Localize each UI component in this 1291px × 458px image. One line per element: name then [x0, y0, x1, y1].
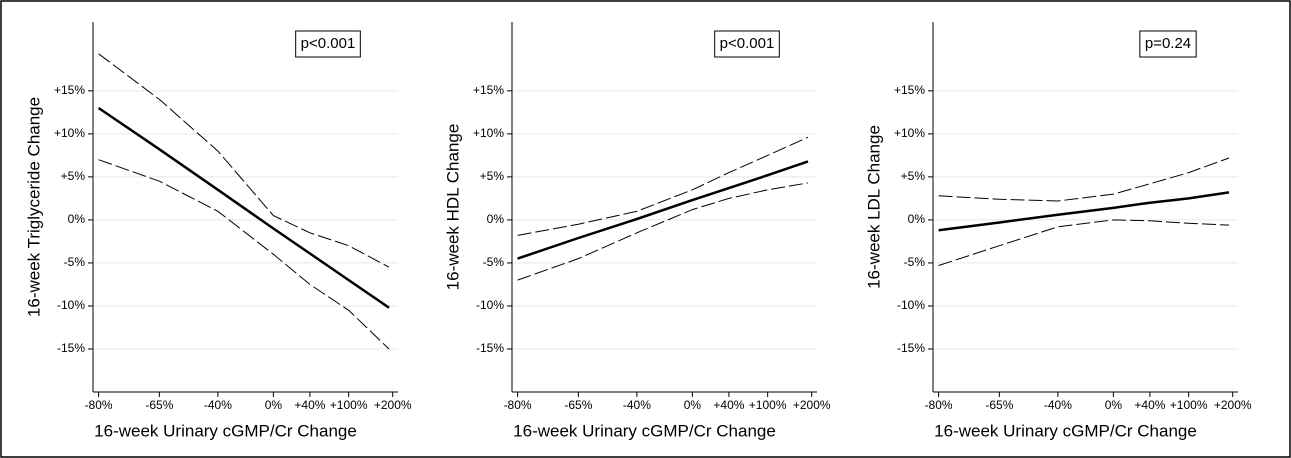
x-tick-label: 0%	[265, 398, 283, 412]
x-tick-label: +100%	[749, 398, 787, 412]
x-tick-label: -80%	[85, 398, 113, 412]
x-tick-label: -40%	[623, 398, 651, 412]
y-tick-label: +10%	[54, 126, 85, 140]
x-tick-label: -40%	[204, 398, 232, 412]
y-tick-label: -5%	[64, 255, 86, 269]
annotation: p<0.001	[720, 35, 775, 52]
x-tick-label: +200%	[374, 398, 412, 412]
x-tick-label: +200%	[793, 398, 831, 412]
x-tick-label: -65%	[564, 398, 592, 412]
x-tick-label: +40%	[294, 398, 325, 412]
y-tick-label: +10%	[473, 126, 504, 140]
y-tick-label: 0%	[908, 212, 926, 226]
fit-line	[97, 106, 390, 309]
y-axis-label: 16-week LDL Change	[864, 125, 883, 289]
x-tick-label: 0%	[684, 398, 702, 412]
y-tick-label: +15%	[894, 83, 925, 97]
y-tick-label: +15%	[473, 83, 504, 97]
x-tick-label: +40%	[713, 398, 744, 412]
x-tick-label: -65%	[985, 398, 1013, 412]
ci-line	[517, 136, 809, 236]
x-tick-label: +100%	[330, 398, 368, 412]
annotation-box	[295, 30, 361, 58]
ci-line	[938, 219, 1230, 266]
annotation-box	[714, 30, 780, 58]
x-tick-label: +200%	[1214, 398, 1252, 412]
ci-line	[938, 157, 1230, 202]
x-tick-label: -80%	[504, 398, 532, 412]
y-tick-label: 0%	[68, 212, 86, 226]
y-tick-label: -15%	[476, 341, 504, 355]
y-tick-label: +15%	[54, 83, 85, 97]
fit-line	[938, 191, 1230, 232]
y-tick-label: -10%	[57, 298, 85, 312]
x-tick-label: +100%	[1170, 398, 1208, 412]
x-axis-label: 16-week Urinary cGMP/Cr Change	[513, 421, 776, 440]
x-tick-label: -65%	[145, 398, 173, 412]
x-tick-label: 0%	[1105, 398, 1123, 412]
x-tick-label: +40%	[1134, 398, 1165, 412]
ci-line	[98, 159, 390, 350]
y-tick-label: -15%	[897, 341, 925, 355]
y-axis-label: 16-week Triglyceride Change	[24, 97, 43, 317]
y-tick-label: -15%	[57, 341, 85, 355]
y-tick-label: -10%	[476, 298, 504, 312]
y-tick-label: +5%	[480, 169, 505, 183]
x-axis-label: 16-week Urinary cGMP/Cr Change	[934, 421, 1197, 440]
annotation: p=0.24	[1145, 35, 1191, 52]
fit-line	[517, 160, 809, 260]
ci-line	[517, 182, 809, 281]
y-tick-label: -5%	[904, 255, 926, 269]
x-axis-label: 16-week Urinary cGMP/Cr Change	[94, 421, 357, 440]
y-tick-label: +10%	[894, 126, 925, 140]
annotation-box	[1139, 30, 1197, 58]
y-tick-label: -5%	[483, 255, 505, 269]
x-tick-label: -80%	[925, 398, 953, 412]
ci-line	[98, 53, 390, 268]
y-axis-label: 16-week HDL Change	[443, 124, 462, 291]
x-tick-label: -40%	[1044, 398, 1072, 412]
y-tick-label: -10%	[897, 298, 925, 312]
y-tick-label: 0%	[487, 212, 505, 226]
y-tick-label: +5%	[901, 169, 926, 183]
y-tick-label: +5%	[61, 169, 86, 183]
annotation: p<0.001	[301, 35, 356, 52]
